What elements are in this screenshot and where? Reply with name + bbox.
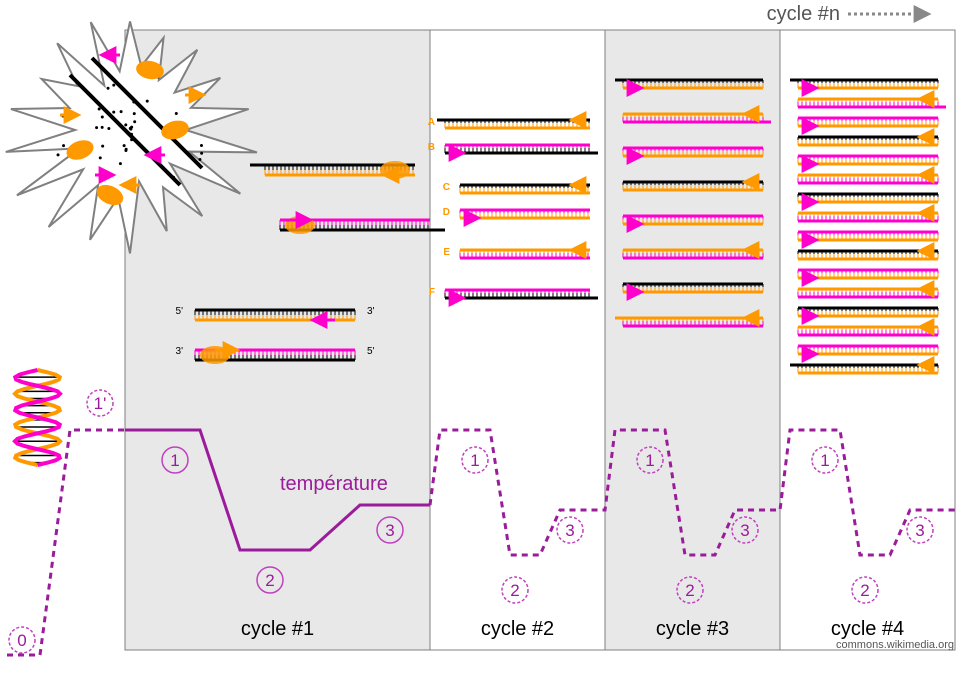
- step-marker-num: 1: [645, 451, 654, 470]
- panel-label: cycle #4: [831, 618, 904, 640]
- step-marker-num: 2: [860, 581, 869, 600]
- cycle2-label: B: [428, 142, 435, 153]
- svg-text:3': 3': [367, 306, 375, 317]
- step-marker-num: 2: [265, 571, 274, 590]
- step-marker-num: 2: [510, 581, 519, 600]
- svg-text:5': 5': [176, 306, 184, 317]
- svg-text:3': 3': [176, 346, 184, 357]
- step-marker-num: 3: [915, 521, 924, 540]
- step-marker-num: 3: [385, 521, 394, 540]
- step-marker-num: 1: [170, 451, 179, 470]
- step-marker-num: 2: [685, 581, 694, 600]
- step-marker-num: 1': [94, 394, 107, 413]
- step-marker-num: 3: [565, 521, 574, 540]
- panel-label: cycle #2: [481, 618, 554, 640]
- step-marker-num: 1: [820, 451, 829, 470]
- step-marker-num: 0: [17, 631, 26, 650]
- cycle2-label: C: [443, 182, 450, 193]
- attribution: commons.wikimedia.org: [836, 639, 954, 651]
- step-marker-num: 1: [470, 451, 479, 470]
- cycle2-label: D: [443, 207, 450, 218]
- panel-label: cycle #1: [241, 618, 314, 640]
- step-marker-num: 3: [740, 521, 749, 540]
- cycle2-label: E: [443, 247, 450, 258]
- cycle2-label: F: [429, 287, 435, 298]
- temperature-label: température: [280, 473, 388, 495]
- panel-label: cycle #3: [656, 618, 729, 640]
- header-cycle-n: cycle #n: [767, 3, 840, 25]
- pcr-diagram: cycle #1 cycle #2 cycle #3 cycle #4 cycle #n…: [0, 0, 960, 680]
- svg-text:5': 5': [367, 346, 375, 357]
- cycle2-label: A: [428, 117, 435, 128]
